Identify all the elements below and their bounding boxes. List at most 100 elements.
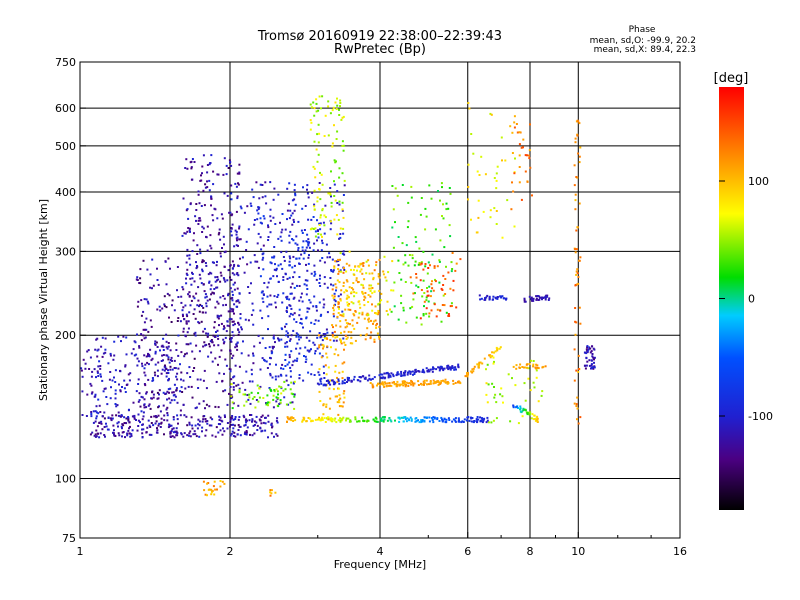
data-point — [373, 340, 376, 343]
data-point — [88, 368, 91, 370]
data-point — [202, 415, 205, 418]
data-point — [367, 264, 370, 267]
data-point — [190, 166, 193, 169]
data-point — [205, 343, 208, 346]
data-point — [311, 227, 314, 230]
data-point — [187, 227, 190, 229]
data-point — [242, 414, 245, 417]
data-point — [236, 236, 239, 239]
data-point — [357, 316, 360, 319]
data-point — [273, 389, 276, 391]
x-tick-label: 8 — [527, 545, 534, 558]
data-point — [222, 338, 225, 341]
data-point — [396, 383, 399, 386]
data-point — [404, 385, 407, 388]
data-point — [137, 360, 140, 363]
data-point — [95, 376, 97, 379]
data-point — [273, 246, 276, 248]
data-point — [259, 217, 262, 220]
data-point — [202, 154, 205, 157]
data-point — [339, 339, 342, 342]
data-point — [396, 194, 399, 197]
data-point — [393, 381, 395, 384]
data-point — [370, 287, 373, 290]
data-point — [105, 425, 108, 428]
x-tick-label: 10 — [571, 545, 585, 558]
data-point — [335, 214, 338, 217]
data-point — [221, 433, 224, 436]
data-point — [274, 491, 277, 494]
data-point — [480, 155, 483, 158]
data-point — [230, 198, 233, 201]
data-point — [132, 401, 135, 404]
data-point — [335, 108, 338, 110]
data-point — [529, 166, 532, 169]
data-point — [434, 278, 436, 281]
data-point — [341, 370, 344, 373]
data-point — [546, 295, 548, 298]
data-point — [421, 419, 424, 421]
data-point — [295, 321, 298, 323]
data-point — [520, 198, 523, 201]
data-point — [157, 397, 160, 400]
data-point — [142, 423, 144, 426]
data-point — [146, 268, 149, 271]
data-point — [233, 323, 236, 326]
data-point — [269, 494, 272, 497]
data-point — [235, 384, 238, 387]
data-point — [151, 391, 153, 394]
data-point — [163, 369, 166, 372]
data-point — [385, 279, 388, 282]
data-point — [471, 368, 474, 371]
data-point — [224, 358, 227, 361]
data-point — [241, 256, 244, 259]
data-point — [286, 297, 288, 300]
data-point — [454, 419, 457, 422]
data-point — [162, 359, 164, 362]
data-point — [158, 422, 161, 425]
data-point — [458, 419, 460, 422]
colorbar-label: [deg] — [714, 71, 749, 86]
data-point — [343, 253, 346, 256]
data-point — [307, 256, 310, 259]
data-point — [353, 273, 356, 276]
data-point — [126, 417, 129, 420]
data-point — [449, 235, 452, 238]
data-point — [287, 202, 290, 205]
data-point — [499, 393, 502, 396]
data-point — [218, 372, 221, 375]
data-point — [245, 400, 248, 403]
data-point — [331, 331, 334, 334]
data-point — [124, 364, 127, 367]
data-point — [300, 292, 303, 295]
data-point — [100, 375, 102, 378]
data-point — [402, 374, 405, 377]
data-point — [143, 404, 146, 407]
data-point — [215, 426, 218, 429]
data-point — [279, 235, 282, 238]
data-point — [216, 276, 219, 278]
data-point — [258, 206, 261, 209]
data-point — [528, 154, 530, 157]
data-point — [306, 188, 308, 191]
data-point — [235, 210, 238, 213]
data-point — [439, 367, 442, 370]
data-point — [211, 261, 214, 264]
data-point — [167, 356, 170, 359]
data-point — [339, 252, 342, 255]
data-point — [192, 313, 195, 315]
data-point — [167, 379, 170, 382]
data-point — [188, 227, 191, 230]
data-point — [269, 294, 272, 297]
data-point — [588, 359, 591, 362]
data-point — [285, 341, 288, 344]
data-point — [297, 333, 300, 336]
data-point — [226, 320, 229, 323]
data-point — [94, 433, 97, 436]
data-point — [201, 268, 204, 271]
data-point — [258, 197, 261, 200]
data-point — [516, 131, 519, 134]
data-point — [221, 217, 224, 220]
data-point — [102, 390, 105, 393]
data-point — [424, 263, 427, 265]
